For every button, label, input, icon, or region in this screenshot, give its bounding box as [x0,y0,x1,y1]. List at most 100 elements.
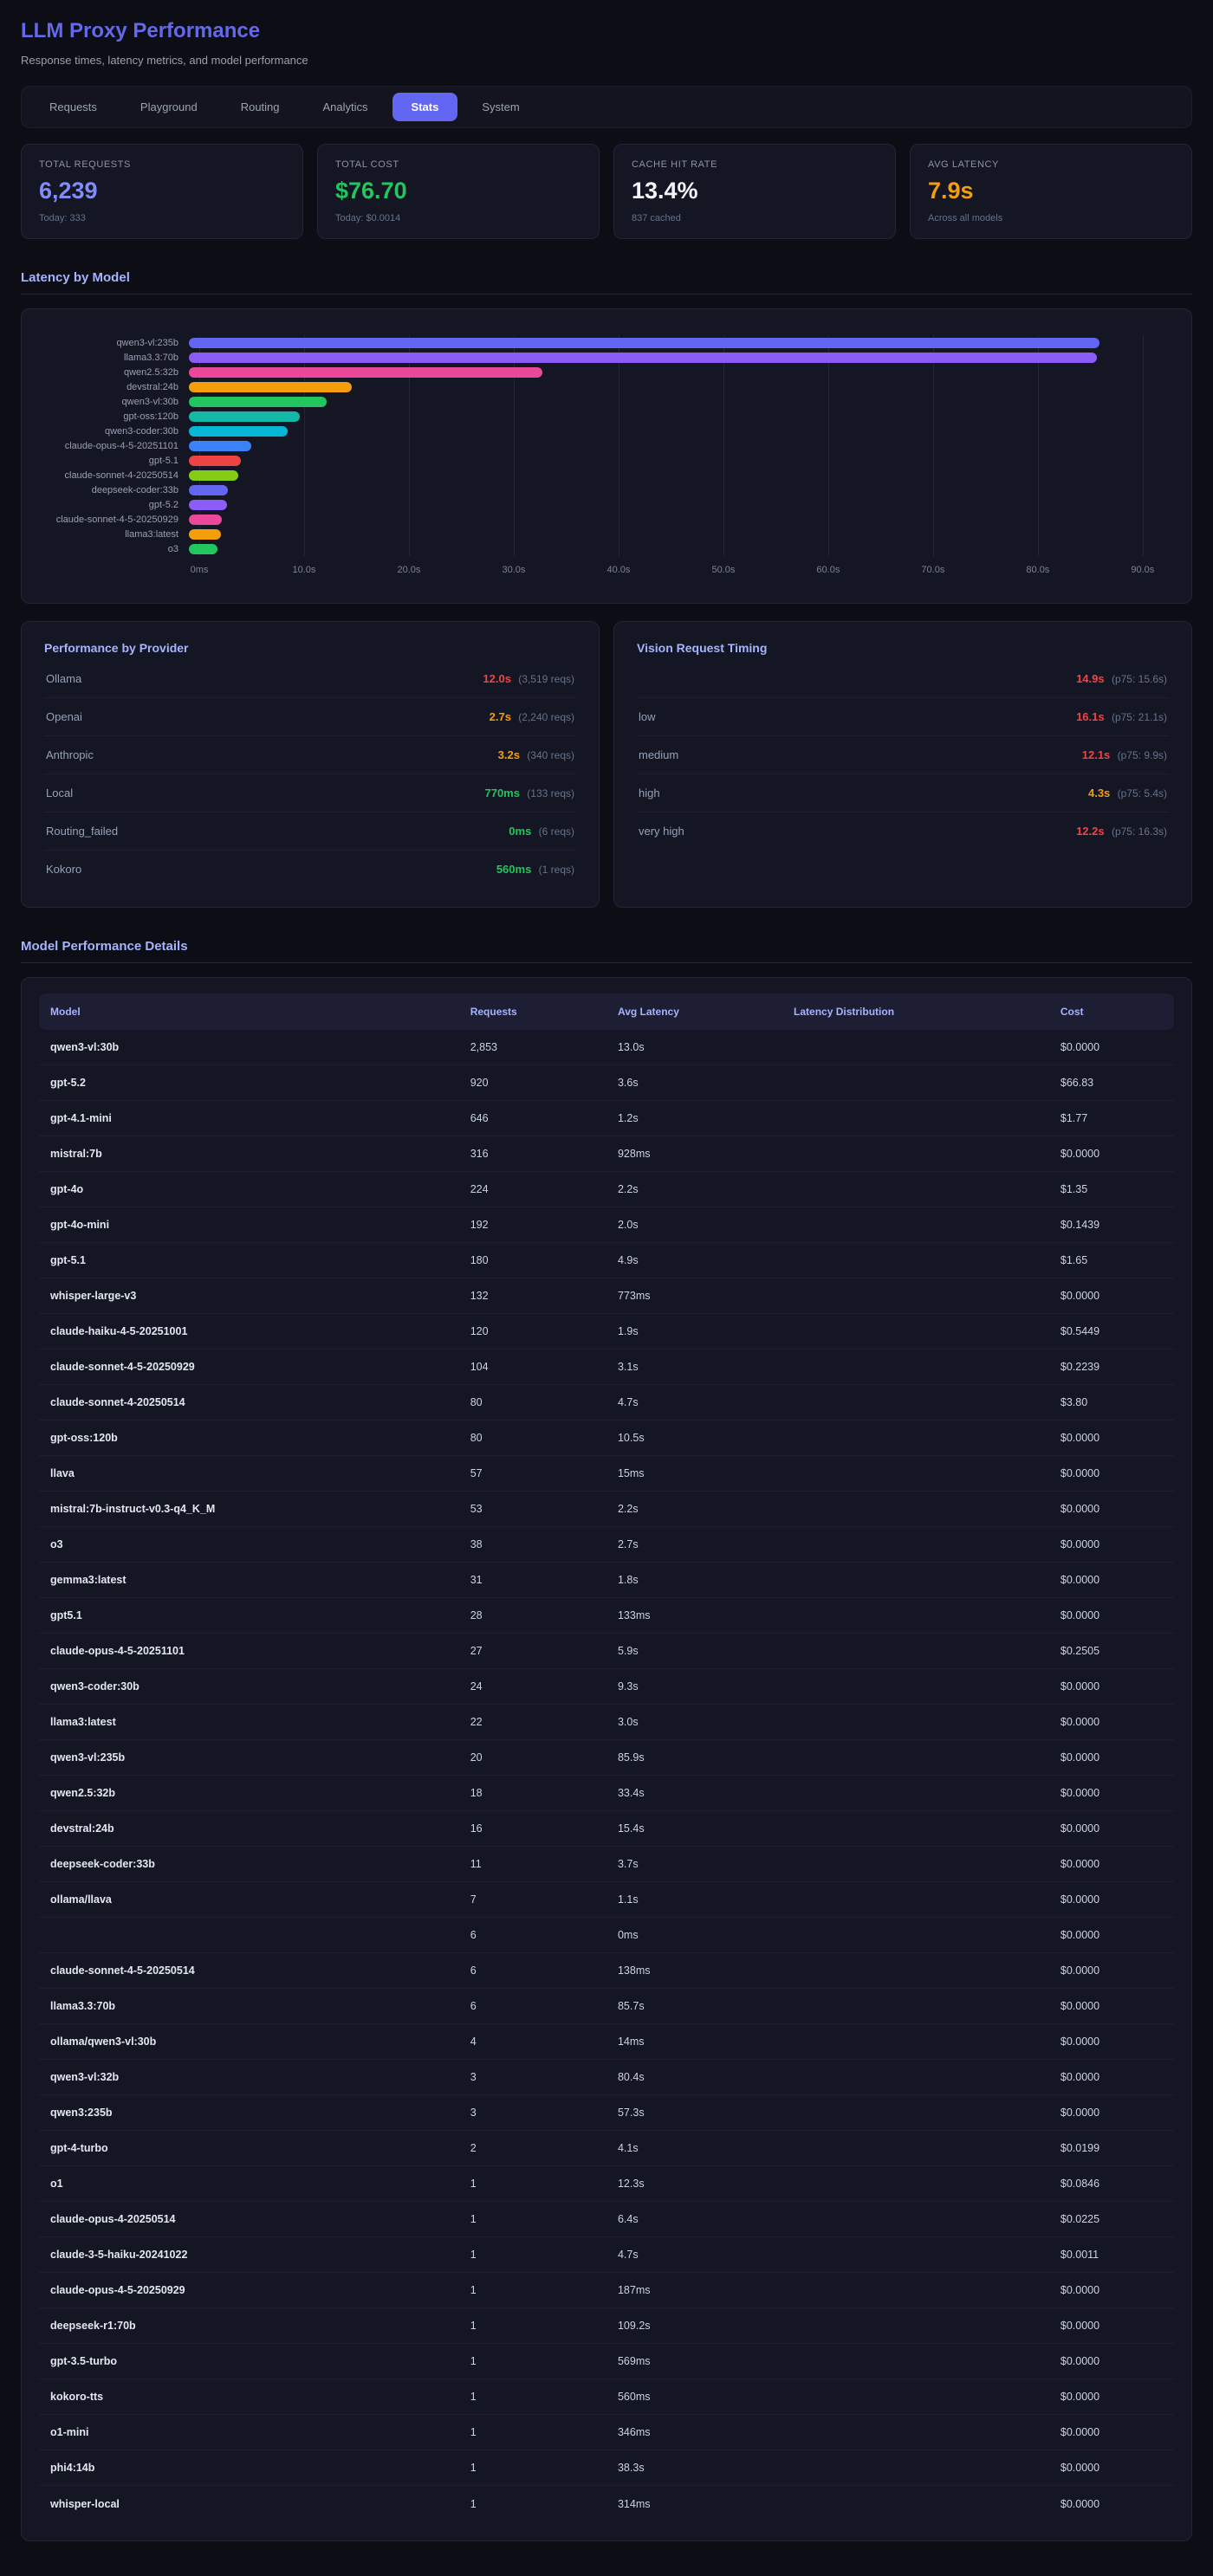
cell-requests: 22 [470,1716,483,1728]
chart-bar-row: claude-sonnet-4-20250514 [46,468,1167,482]
tab-routing[interactable]: Routing [222,93,299,121]
cell-cost: $0.0225 [1060,2213,1100,2225]
metric-label: Ollama [46,672,82,685]
cell-cost: $0.2239 [1060,1361,1100,1373]
chart-bar [189,543,218,554]
cell-requests: 80 [470,1396,483,1408]
cell-requests: 180 [470,1254,489,1266]
provider-performance-panel: Performance by Provider Ollama 12.0s (3,… [21,621,600,908]
chart-bar-label: qwen2.5:32b [124,366,178,378]
cell-avg-latency: 3.7s [617,1858,639,1870]
metric-meta: (2,240 reqs) [515,711,574,723]
chart-bar-row: claude-opus-4-5-20251101 [46,438,1167,453]
table-row: o1 1 12.3s $0.0846 [39,2166,1174,2202]
metric-value: 12.1s [1081,748,1111,761]
metric-label: Kokoro [46,863,82,876]
table-row: qwen3-coder:30b 24 9.3s $0.0000 [39,1669,1174,1705]
cell-model: claude-opus-4-5-20251101 [50,1645,185,1657]
cell-requests: 27 [470,1645,483,1657]
tab-requests[interactable]: Requests [30,93,116,121]
cell-model: gemma3:latest [50,1574,126,1586]
chart-bar [189,455,241,466]
cell-avg-latency: 346ms [617,2426,651,2438]
table-row: 6 0ms $0.0000 [39,1918,1174,1953]
metric-value: 12.2s [1076,825,1105,838]
cell-cost: $0.0000 [1060,1574,1100,1586]
cell-model: whisper-local [50,2497,120,2510]
tab-stats[interactable]: Stats [392,93,458,121]
cell-model: claude-sonnet-4-20250514 [50,1396,185,1408]
table-row: ollama/qwen3-vl:30b 4 14ms $0.0000 [39,2024,1174,2060]
metric-meta: (133 reqs) [523,787,574,799]
chart-bar-row: gpt-oss:120b [46,409,1167,424]
metric-meta: (1 reqs) [535,864,574,876]
cell-model: kokoro-tts [50,2391,104,2403]
cell-avg-latency: 187ms [617,2284,651,2296]
chart-bar-label: claude-opus-4-5-20251101 [64,440,178,451]
cell-cost: $0.0000 [1060,2497,1100,2510]
cell-avg-latency: 133ms [617,1609,651,1621]
cell-requests: 53 [470,1503,483,1515]
page-subtitle: Response times, latency metrics, and mod… [21,54,308,67]
panel-row: Performance by Provider Ollama 12.0s (3,… [21,621,1192,908]
chart-bar-label: claude-sonnet-4-5-20250929 [55,514,178,525]
metric-row: Ollama 12.0s (3,519 reqs) [44,660,576,698]
cell-requests: 2,853 [470,1041,497,1053]
cell-model: gpt-4o [50,1183,84,1195]
cell-requests: 1 [470,2426,477,2438]
metric-meta: (p75: 9.9s) [1114,749,1167,761]
cell-requests: 11 [470,1858,482,1870]
table-row: llava 57 15ms $0.0000 [39,1456,1174,1492]
metric-label: Openai [46,710,82,723]
metric-meta: (p75: 15.6s) [1108,673,1167,685]
metric-value: 560ms [496,863,532,876]
cell-avg-latency: 109.2s [617,2320,651,2332]
cell-requests: 1 [470,2178,477,2190]
column-header-cost: Cost [1060,1006,1084,1018]
tab-playground[interactable]: Playground [121,93,217,121]
table-row: gemma3:latest 31 1.8s $0.0000 [39,1563,1174,1598]
chart-bar-label: deepseek-coder:33b [91,484,178,495]
model-details-table-card: Model Requests Avg Latency Latency Distribu… [21,977,1192,2541]
metric-meta: (340 reqs) [523,749,574,761]
table-row: deepseek-r1:70b 1 109.2s $0.0000 [39,2308,1174,2344]
cell-cost: $0.0000 [1060,1716,1100,1728]
cell-model: phi4:14b [50,2462,95,2474]
stat-card: CACHE HIT RATE 13.4% 837 cached [613,144,896,239]
cell-avg-latency: 3.6s [617,1077,639,1089]
cell-cost: $0.0000 [1060,1538,1100,1550]
stat-label: TOTAL COST [335,159,399,170]
cell-requests: 20 [470,1751,483,1764]
cell-model: claude-sonnet-4-5-20250514 [50,1964,195,1977]
cell-requests: 2 [470,2142,477,2154]
table-row: gpt-5.2 920 3.6s $66.83 [39,1065,1174,1101]
cell-model: claude-opus-4-20250514 [50,2213,176,2225]
cell-avg-latency: 1.1s [617,1893,639,1906]
cell-avg-latency: 1.2s [617,1112,639,1124]
cell-requests: 18 [470,1787,483,1799]
chart-bar-label: qwen3-coder:30b [104,425,178,437]
stat-subtext: Today: 333 [39,213,86,223]
cell-model: llama3.3:70b [50,2000,116,2012]
table-row: gpt-4o-mini 192 2.0s $0.1439 [39,1207,1174,1243]
table-row: phi4:14b 1 38.3s $0.0000 [39,2450,1174,2486]
cell-avg-latency: 14ms [617,2036,645,2048]
cell-model: o1-mini [50,2426,89,2438]
cell-model: llava [50,1467,75,1479]
section-title-model-details: Model Performance Details [21,939,1192,963]
cell-avg-latency: 4.9s [617,1254,639,1266]
cell-cost: $0.1439 [1060,1219,1100,1231]
cell-avg-latency: 0ms [617,1929,639,1941]
tab-system[interactable]: System [463,93,538,121]
tab-analytics[interactable]: Analytics [304,93,387,121]
cell-requests: 1 [470,2320,477,2332]
metric-row: high 4.3s (p75: 5.4s) [637,774,1169,812]
chart-bar-row: claude-sonnet-4-5-20250929 [46,512,1167,527]
cell-model: gpt-4-turbo [50,2142,108,2154]
axis-tick: 60.0s [816,565,840,575]
cell-cost: $0.0000 [1060,1503,1100,1515]
cell-cost: $0.0000 [1060,1041,1100,1053]
cell-model: gpt5.1 [50,1609,82,1621]
cell-cost: $0.0000 [1060,1964,1100,1977]
cell-cost: $0.0000 [1060,1432,1100,1444]
